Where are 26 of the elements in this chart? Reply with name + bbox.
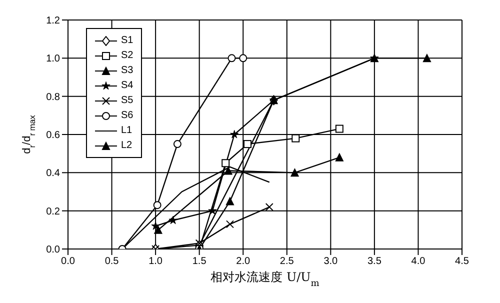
y-tick-label: 0.6 [46, 130, 60, 142]
legend-label: S3 [121, 65, 134, 76]
legend-label: S4 [121, 80, 134, 91]
legend-label: S5 [121, 95, 134, 106]
x-tick-label: 4.5 [455, 256, 470, 268]
x-tick-label: 2.5 [280, 256, 294, 268]
x-tick-label: 3.0 [324, 256, 338, 268]
y-tick-label: 0.0 [46, 244, 60, 256]
x-axis-title: 相对水流速度 U/U$_{m}$ [210, 270, 320, 289]
y-tick-label: 0.8 [46, 92, 60, 103]
x-tick-label: 2.0 [236, 256, 250, 268]
x-tick-label: 3.5 [367, 256, 382, 268]
legend-label: L1 [121, 125, 132, 136]
x-tick-label: 1.0 [148, 256, 163, 268]
legend-label: S1 [121, 35, 134, 46]
x-tick-label: 0.0 [61, 256, 76, 268]
legend-label: S2 [121, 50, 134, 61]
x-tick-label: 1.5 [192, 256, 207, 268]
legend-label: S6 [121, 110, 134, 121]
y-tick-label: 0.4 [46, 168, 60, 180]
legend-label: L2 [121, 140, 132, 151]
y-tick-label: 0.2 [46, 206, 60, 218]
y-tick-label: 1.0 [46, 54, 60, 65]
y-tick-label: 1.2 [46, 16, 60, 27]
x-tick-label: 0.5 [104, 256, 120, 268]
x-tick-label: 4.0 [411, 256, 426, 268]
